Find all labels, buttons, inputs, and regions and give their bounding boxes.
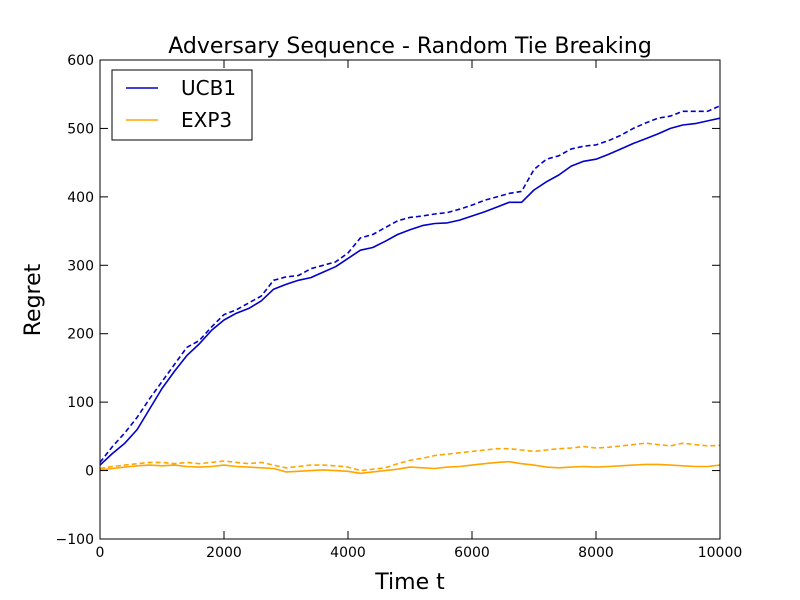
legend-label-ucb1: UCB1 — [181, 76, 236, 100]
legend-box — [111, 69, 253, 141]
x-axis: 0 2000 4000 6000 8000 10000 — [96, 60, 743, 561]
x-tick-label: 2000 — [206, 545, 242, 561]
y-tick-label: −100 — [56, 532, 94, 548]
chart-title: Adversary Sequence - Random Tie Breaking — [168, 34, 652, 59]
series-line-series-1-dashed — [100, 105, 720, 463]
series-layer — [100, 105, 720, 475]
legend-label-exp3: EXP3 — [181, 108, 232, 132]
y-tick-label: 600 — [67, 53, 94, 69]
series-line-ucb1-solid — [100, 117, 720, 466]
y-tick-label: 100 — [67, 395, 94, 411]
x-tick-label: 10000 — [698, 545, 743, 561]
y-tick-label: 200 — [67, 327, 94, 343]
x-tick-label: 0 — [96, 545, 105, 561]
series-line-exp3-solid — [100, 460, 720, 475]
x-tick-label: 8000 — [578, 545, 614, 561]
y-axis-label: Regret — [21, 263, 46, 336]
y-tick-label: 0 — [85, 464, 94, 480]
plot-area-frame — [99, 59, 721, 540]
y-axis: −100 0 100 200 300 400 500 600 — [56, 53, 720, 548]
x-tick-label: 6000 — [454, 545, 490, 561]
legend: UCB1 EXP3 — [111, 69, 253, 141]
x-tick-label: 4000 — [330, 545, 366, 561]
series-line-series-3-dashed — [100, 442, 720, 472]
y-tick-label: 400 — [67, 190, 94, 206]
x-axis-label: Time t — [374, 570, 445, 595]
y-tick-label: 500 — [67, 121, 94, 137]
y-tick-label: 300 — [67, 258, 94, 274]
